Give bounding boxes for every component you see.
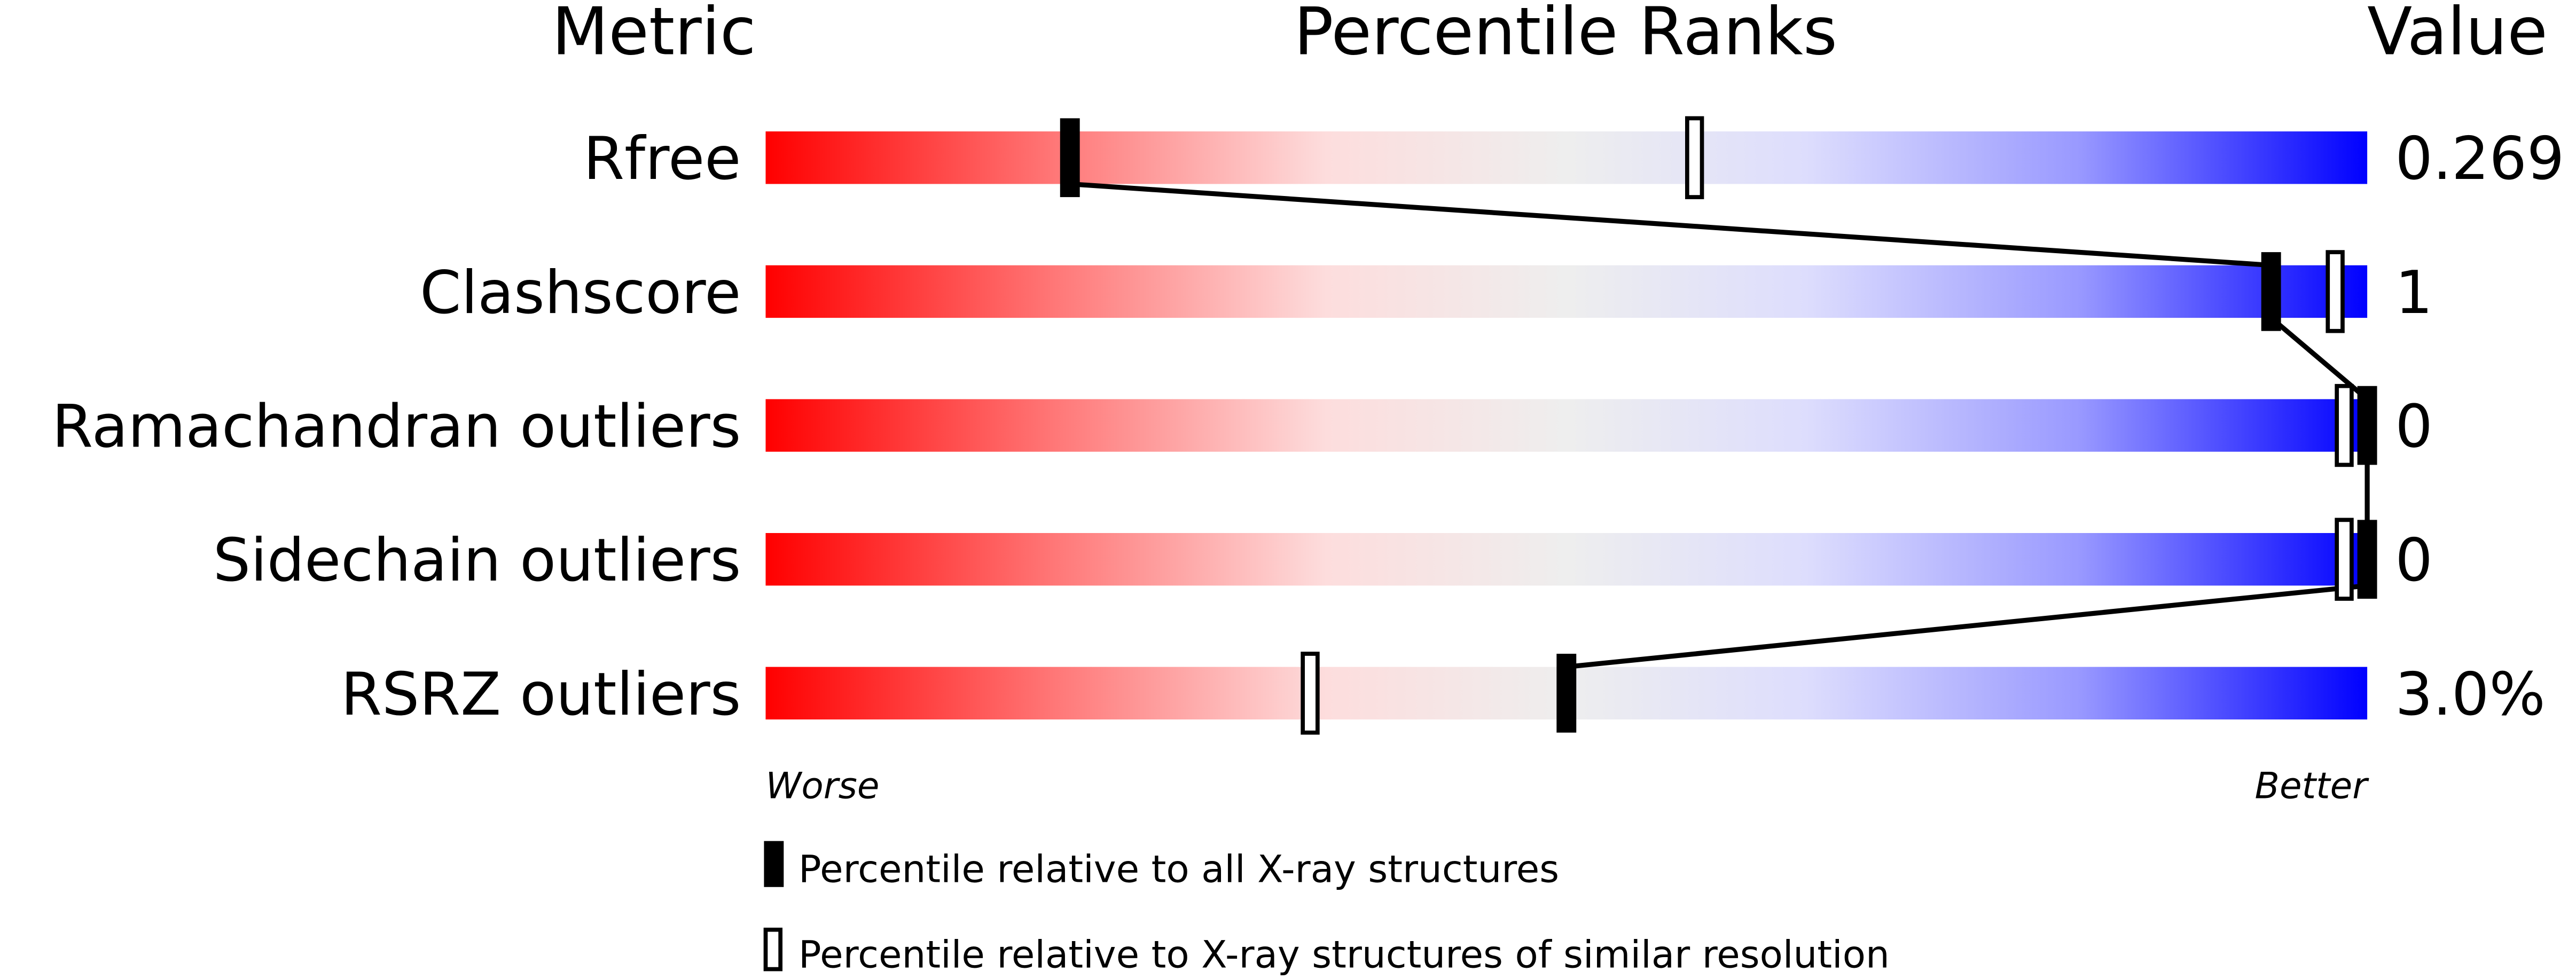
percentile-bar	[765, 265, 2368, 318]
similar-resolution-marker	[2326, 250, 2345, 333]
metric-value: 0	[2395, 393, 2432, 461]
percentile-bar	[765, 131, 2368, 184]
connector-line	[1566, 583, 2368, 670]
similar-resolution-marker	[2335, 383, 2354, 467]
percentile-bar	[765, 399, 2368, 452]
metric-label: Ramachandran outliers	[52, 393, 741, 461]
metric-label: Sidechain outliers	[213, 526, 741, 595]
metric-value: 3.0%	[2395, 660, 2545, 729]
all-structures-marker	[2261, 252, 2281, 331]
metric-value: 0	[2395, 526, 2432, 595]
header-percentile-ranks: Percentile Ranks	[1294, 0, 1837, 70]
metric-label: Clashscore	[420, 259, 741, 327]
metric-label: RSRZ outliers	[341, 660, 741, 729]
all-structures-marker	[2357, 520, 2377, 599]
all-structures-marker	[1060, 118, 1080, 198]
similar-resolution-marker	[2335, 518, 2354, 601]
worse-label: Worse	[765, 765, 879, 807]
similar-resolution-marker	[1685, 116, 1704, 199]
legend-label-similar: Percentile relative to X-ray structures …	[798, 932, 1890, 976]
connector-line	[1069, 181, 2272, 268]
better-label: Better	[2255, 765, 2370, 807]
all-structures-marker	[2357, 386, 2377, 465]
metric-label: Rfree	[583, 124, 741, 193]
metric-value: 0.269	[2395, 124, 2564, 193]
all-structures-marker	[1556, 654, 1577, 733]
metric-value: 1	[2395, 259, 2432, 327]
percentile-bar	[765, 533, 2368, 586]
header-metric: Metric	[552, 0, 756, 70]
header-value: Value	[2367, 0, 2548, 70]
similar-resolution-marker	[1301, 652, 1320, 735]
legend-filled-marker	[764, 841, 784, 887]
legend-label-all: Percentile relative to all X-ray structu…	[798, 847, 1559, 891]
legend-open-marker	[763, 927, 783, 972]
